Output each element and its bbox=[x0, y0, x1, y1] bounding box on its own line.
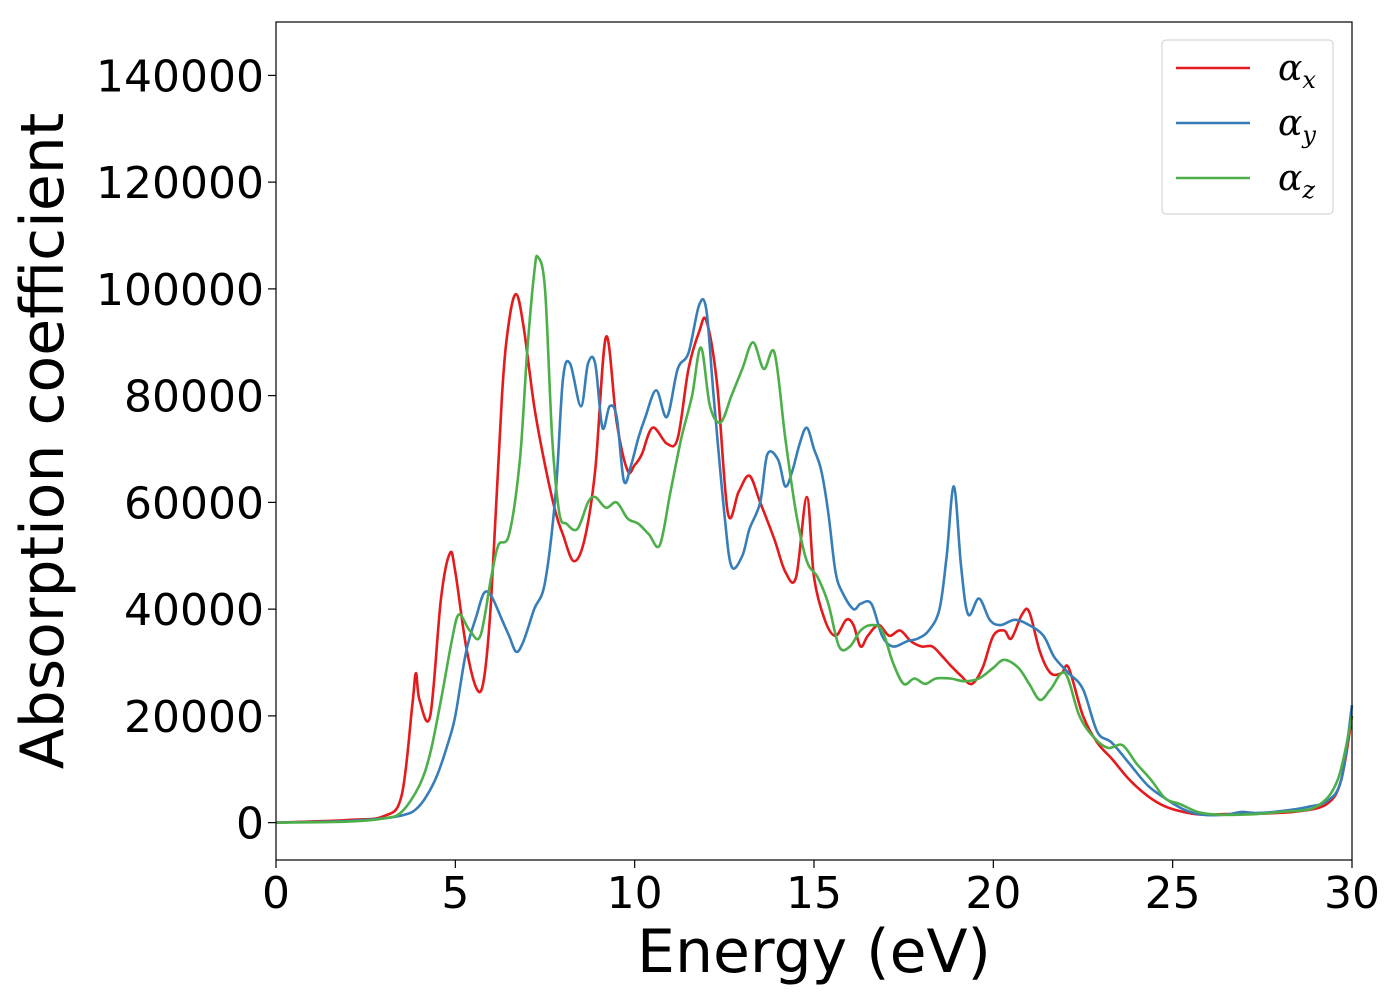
y-tick-label: 40000 bbox=[124, 585, 264, 636]
y-tick-label: 0 bbox=[236, 799, 264, 850]
x-tick-label: 10 bbox=[607, 868, 663, 919]
y-axis: 0 20000 40000 60000 80000 100000 120000 140000 bbox=[96, 51, 276, 850]
x-tick-label: 20 bbox=[965, 868, 1021, 919]
y-tick-label: 20000 bbox=[124, 692, 264, 743]
x-tick-label: 5 bbox=[441, 868, 469, 919]
y-tick-label: 140000 bbox=[96, 51, 264, 102]
series-layer bbox=[275, 254, 1354, 824]
y-tick-label: 80000 bbox=[124, 372, 264, 423]
y-tick-label: 100000 bbox=[96, 265, 264, 316]
y-axis-title: Absorption coefficient bbox=[8, 113, 78, 770]
x-axis: 0 5 10 15 20 25 30 bbox=[262, 860, 1380, 919]
series-line-y bbox=[275, 297, 1354, 824]
legend-box bbox=[1161, 39, 1334, 215]
x-axis-title: Energy (eV) bbox=[637, 917, 991, 987]
x-tick-label: 15 bbox=[786, 868, 842, 919]
series-line-z bbox=[275, 254, 1354, 824]
y-tick-label: 120000 bbox=[96, 158, 264, 209]
x-tick-label: 0 bbox=[262, 868, 290, 919]
x-tick-label: 25 bbox=[1145, 868, 1201, 919]
legend-label-y: αy bbox=[1278, 103, 1316, 149]
y-tick-label: 60000 bbox=[124, 478, 264, 529]
x-tick-label: 30 bbox=[1324, 868, 1380, 919]
